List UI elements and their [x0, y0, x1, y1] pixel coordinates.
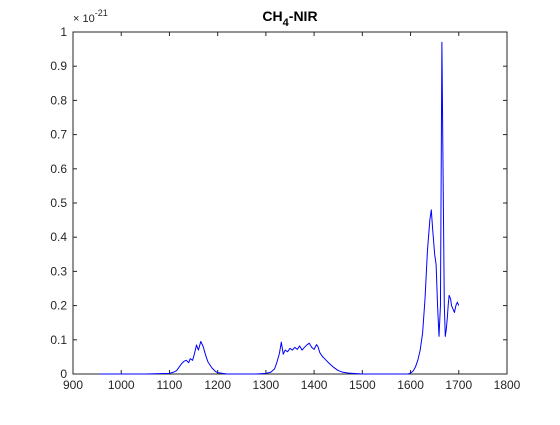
y-tick-label: 0.3 — [50, 264, 67, 278]
y-tick-label: 0.7 — [50, 128, 67, 142]
y-exponent-label: × 10-21 — [73, 8, 108, 25]
plot-axes-box — [72, 31, 508, 375]
y-tick-label: 0 — [60, 367, 67, 381]
y-tick-label: 0.8 — [50, 93, 67, 107]
chart-title: CH4-NIR — [262, 8, 317, 29]
x-tick-label: 1200 — [204, 378, 231, 392]
x-tick-label: 1000 — [108, 378, 135, 392]
y-axis-ticks: 0 0.1 0.2 0.3 0.4 0.5 0.6 0.7 0.8 0.9 1 — [50, 25, 507, 381]
chart-title-subscript: 4 — [283, 17, 290, 29]
y-tick-label: 1 — [60, 25, 67, 39]
x-tick-label: 1300 — [253, 378, 280, 392]
chart-title-main: CH — [262, 8, 282, 24]
x-tick-label: 1800 — [494, 378, 521, 392]
y-exponent-base: × 10 — [73, 13, 95, 25]
y-tick-label: 0.9 — [50, 59, 67, 73]
x-tick-label: 1700 — [445, 378, 472, 392]
x-tick-label: 1400 — [301, 378, 328, 392]
y-exponent-power: -21 — [95, 8, 108, 18]
x-tick-label: 900 — [63, 378, 83, 392]
y-tick-label: 0.2 — [50, 299, 67, 313]
x-axis-ticks: 900 1000 1100 1200 1300 1400 1500 1600 1700 1800 — [63, 32, 521, 392]
chart-title-suffix: -NIR — [289, 8, 318, 24]
series-line — [99, 41, 460, 375]
x-tick-label: 1100 — [157, 378, 183, 392]
y-tick-label: 0.4 — [50, 230, 67, 244]
y-tick-label: 0.5 — [50, 196, 67, 210]
x-tick-label: 1500 — [349, 378, 376, 392]
series-group — [99, 41, 460, 375]
y-tick-label: 0.1 — [50, 333, 67, 347]
x-tick-label: 1600 — [397, 378, 424, 392]
y-tick-label: 0.6 — [50, 162, 67, 176]
